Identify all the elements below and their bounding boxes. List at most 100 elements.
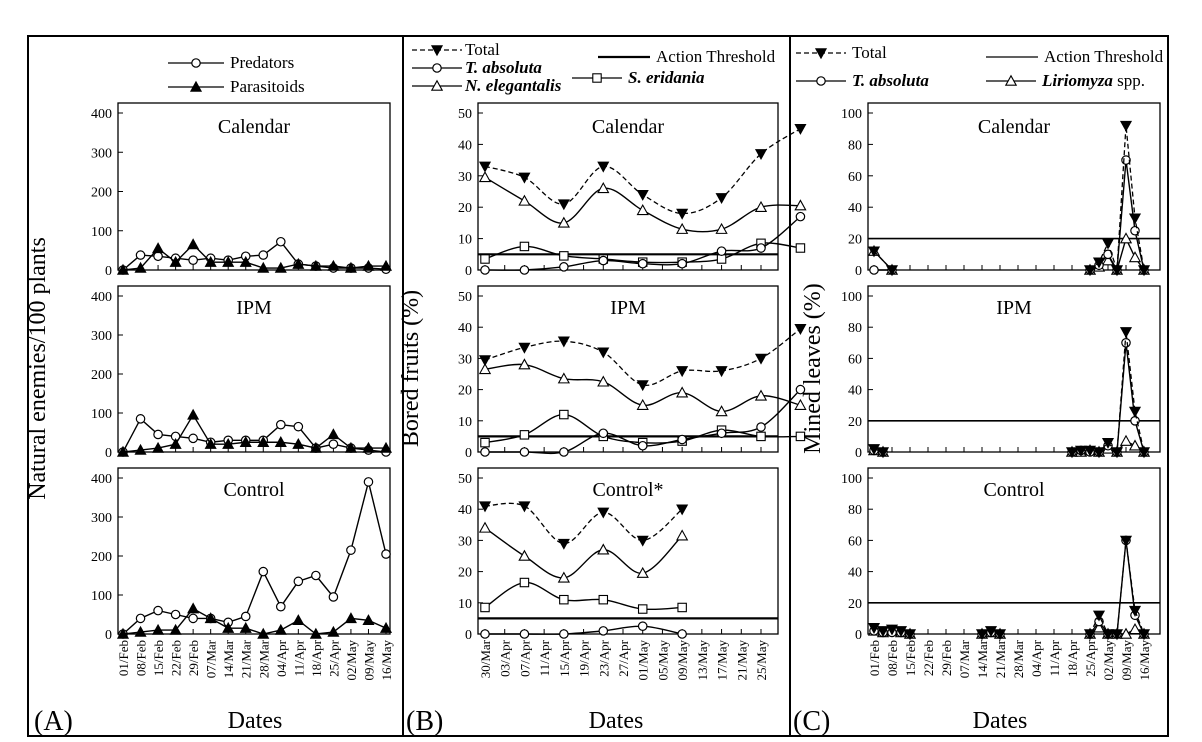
data-point xyxy=(478,521,492,533)
legend-marker xyxy=(814,48,828,60)
data-point xyxy=(559,629,569,639)
legend-label: T. absoluta xyxy=(465,58,542,77)
data-point xyxy=(1119,535,1133,547)
y-tick-label: 30 xyxy=(458,170,472,185)
y-tick-label: 20 xyxy=(848,233,862,248)
legend-label: Total xyxy=(465,40,500,59)
data-point xyxy=(134,261,147,273)
data-point xyxy=(677,629,687,639)
y-tick-label: 0 xyxy=(465,264,472,279)
x-tick-label: 01/May xyxy=(636,640,651,681)
data-point xyxy=(116,263,130,275)
data-point xyxy=(169,437,182,449)
y-tick-label: 40 xyxy=(458,138,472,153)
x-tick-label: 15/Apr xyxy=(557,639,572,677)
y-tick-label: 300 xyxy=(91,329,112,344)
data-point xyxy=(328,439,339,449)
x-tick-label: 28/Mar xyxy=(256,639,271,678)
x-tick-label: 29/Feb xyxy=(939,640,954,676)
data-point xyxy=(1119,120,1133,132)
x-tick-label: 15/Feb xyxy=(903,640,918,676)
data-point xyxy=(152,623,165,635)
data-point xyxy=(756,243,766,253)
data-point xyxy=(258,250,269,260)
data-point xyxy=(293,421,304,432)
data-point xyxy=(152,441,165,453)
y-axis-label: Bored fruits (%) xyxy=(398,290,424,447)
data-point xyxy=(480,254,490,264)
legend-label: Action Threshold xyxy=(656,47,776,66)
data-point xyxy=(1083,629,1097,641)
data-point xyxy=(676,222,689,234)
data-point xyxy=(559,251,569,261)
data-point xyxy=(135,613,146,624)
series-line-nelegantalis xyxy=(484,527,683,579)
x-axis-label: Dates xyxy=(589,708,644,734)
data-point xyxy=(1121,337,1131,348)
data-point xyxy=(518,501,531,513)
data-point xyxy=(677,602,687,613)
data-point xyxy=(1065,447,1079,459)
series-line-total xyxy=(484,502,683,545)
subplot-control: Control 0 100 200 300 400 xyxy=(91,467,393,643)
data-point xyxy=(795,384,806,395)
data-point xyxy=(876,626,890,638)
data-point xyxy=(362,614,375,626)
subplot-title: IPM xyxy=(610,297,646,319)
data-point xyxy=(275,601,286,612)
data-point xyxy=(328,592,339,602)
y-tick-label: 60 xyxy=(848,534,862,549)
y-tick-label: 40 xyxy=(848,566,862,581)
y-tick-label: 400 xyxy=(91,290,112,305)
data-point xyxy=(754,200,768,212)
subplot-calendar: Calendar 0 20 40 60 80 100 xyxy=(841,102,1161,279)
data-point xyxy=(557,571,570,583)
panel-b: Calendar01020304050IPM01020304050Control… xyxy=(398,40,807,737)
x-tick-label: 30/Mar xyxy=(478,639,493,678)
subplot-frame xyxy=(867,285,1161,453)
data-point xyxy=(637,440,648,451)
x-tick-label: 02/May xyxy=(1101,640,1116,681)
data-point xyxy=(636,535,649,547)
data-point xyxy=(1074,445,1088,457)
y-tick-label: 30 xyxy=(458,534,472,549)
x-tick-label: 25/Apr xyxy=(1083,639,1098,677)
data-point xyxy=(478,355,492,367)
data-point xyxy=(478,362,492,375)
data-point xyxy=(478,171,492,183)
subplot-title: Calendar xyxy=(978,116,1051,138)
subplot-frame xyxy=(477,467,779,635)
data-point xyxy=(1110,629,1124,641)
x-tick-label: 14/Mar xyxy=(221,639,236,678)
panel-label: (C) xyxy=(793,706,830,737)
data-point xyxy=(894,626,908,638)
x-tick-label: 01/Feb xyxy=(867,640,882,676)
data-point xyxy=(518,342,531,354)
x-tick-label: 18/Apr xyxy=(1065,639,1080,677)
subplot-control: Control 0 20 40 60 80 100 xyxy=(841,467,1161,643)
subplot-frame xyxy=(117,285,391,453)
y-tick-label: 0 xyxy=(105,264,112,279)
y-tick-label: 0 xyxy=(105,446,112,461)
data-point xyxy=(344,612,357,624)
data-point xyxy=(1092,447,1106,459)
legend-marker xyxy=(432,63,442,73)
data-point xyxy=(716,428,727,439)
data-point xyxy=(275,236,286,247)
data-point xyxy=(362,259,375,271)
data-point xyxy=(876,447,890,459)
data-point xyxy=(756,431,766,442)
x-tick-label: 15/Feb xyxy=(151,640,166,676)
data-point xyxy=(636,204,649,216)
series-line-predators xyxy=(122,481,387,635)
y-tick-label: 0 xyxy=(465,628,472,643)
data-point xyxy=(867,623,881,634)
data-point xyxy=(636,566,649,578)
y-tick-label: 60 xyxy=(848,170,862,185)
data-point xyxy=(557,538,570,550)
data-point xyxy=(169,623,182,635)
panel-a: Calendar0100200300400IPM0100200300400Con… xyxy=(25,53,394,737)
legend-label: Parasitoids xyxy=(230,77,305,96)
data-point xyxy=(676,386,689,398)
subplot-title: Calendar xyxy=(592,116,665,138)
